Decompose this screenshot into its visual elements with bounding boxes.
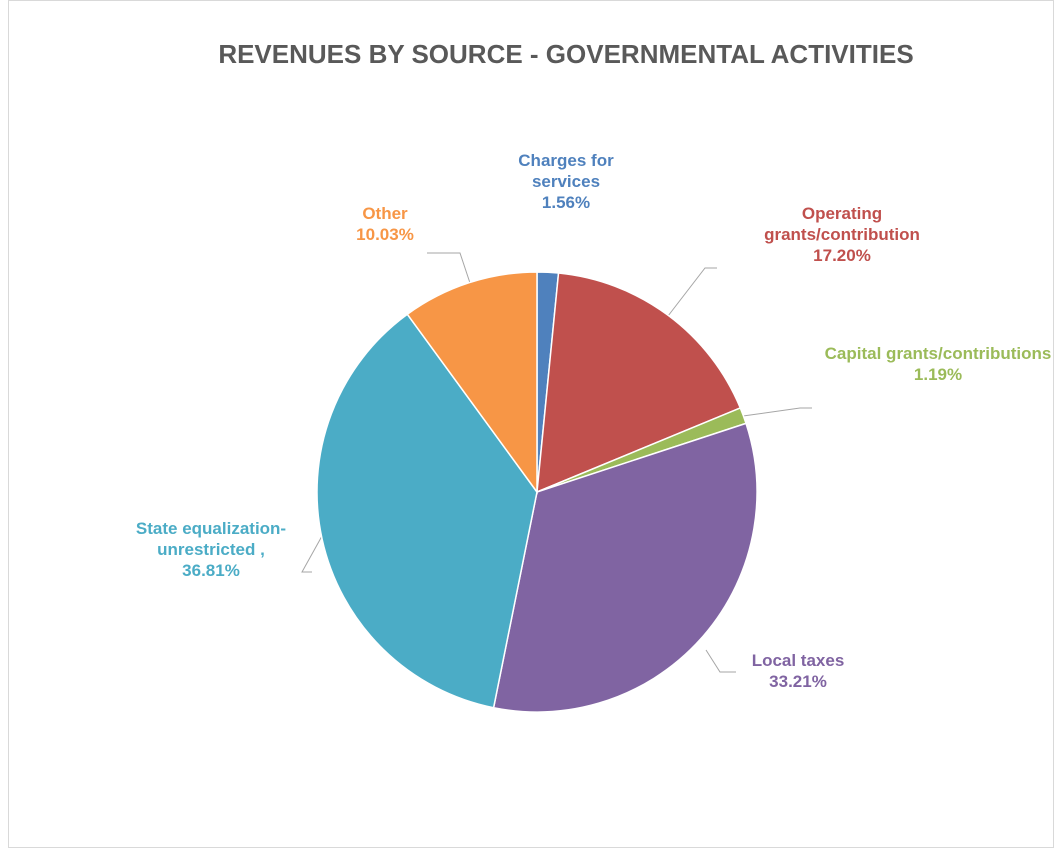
chart-title: REVENUES BY SOURCE - GOVERNMENTAL ACTIVI… — [218, 39, 913, 69]
data-label: Charges for services 1.56% — [491, 150, 641, 213]
chart-frame — [8, 0, 1054, 848]
data-label: State equalization-unrestricted , 36.81% — [126, 518, 296, 581]
value-label: 1.19% — [913, 365, 963, 384]
value-label: 33.21% — [769, 672, 827, 691]
pie-slice — [492, 422, 758, 713]
value-label: 17.20% — [813, 246, 871, 265]
category-label: Other — [362, 204, 408, 223]
pie-slice — [316, 313, 538, 709]
leader-line — [667, 267, 717, 317]
category-label: Charges for services — [518, 151, 614, 191]
leader-line — [705, 649, 736, 673]
data-label: Operating grants/contribution 17.20% — [742, 203, 942, 266]
leader-line — [742, 407, 812, 417]
category-label: State equalization-unrestricted , — [135, 519, 287, 559]
category-label: Capital grants/contributions — [824, 344, 1052, 363]
data-label: Other 10.03% — [340, 203, 430, 245]
pie-slice — [536, 272, 742, 494]
leader-line — [301, 535, 323, 573]
value-label: 1.56% — [541, 193, 591, 212]
value-label: 10.03% — [356, 225, 414, 244]
category-label: Local taxes — [751, 651, 845, 670]
category-label: Operating grants/contribution — [764, 204, 920, 244]
data-label: Local taxes 33.21% — [728, 650, 868, 692]
data-label: Capital grants/contributions 1.19% — [818, 343, 1056, 385]
leader-lines — [301, 252, 812, 673]
pie-slice — [406, 271, 538, 495]
leader-line — [427, 252, 471, 284]
value-label: 36.81% — [182, 561, 240, 580]
